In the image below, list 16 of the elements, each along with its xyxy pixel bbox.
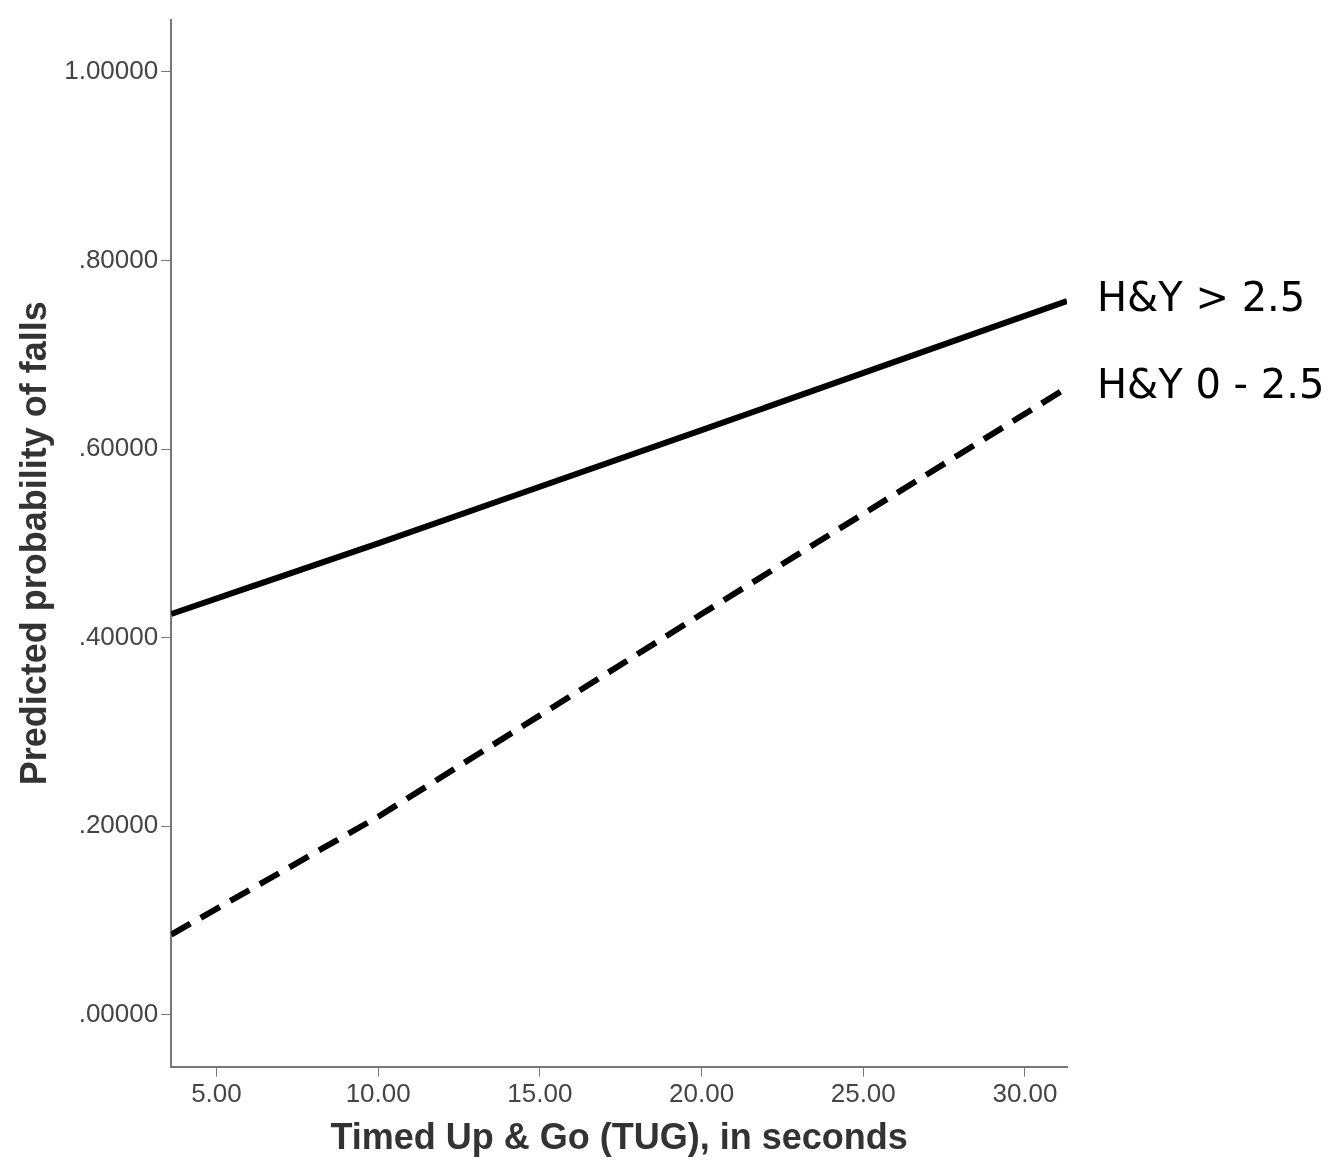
y-tick-label: .20000: [78, 809, 159, 840]
series-label: H&Y 0 - 2.5: [1097, 361, 1325, 408]
y-tick-label: .40000: [78, 620, 159, 651]
y-tick-label: 1.00000: [64, 55, 159, 86]
x-tick-label: 30.00: [992, 1078, 1058, 1109]
y-tick-label: .60000: [78, 432, 159, 463]
y-tick-label: .80000: [78, 243, 159, 274]
y-axis-title: Predicted probability of falls: [12, 301, 54, 786]
y-tick-label: .00000: [78, 997, 159, 1028]
x-tick-label: 25.00: [830, 1078, 896, 1109]
x-axis-title: Timed Up & Go (TUG), in seconds: [330, 1116, 908, 1158]
x-tick-label: 20.00: [669, 1078, 735, 1109]
x-tick-label: 15.00: [507, 1078, 573, 1109]
series-label: H&Y > 2.5: [1097, 274, 1306, 321]
x-tick-label: 10.00: [345, 1078, 411, 1109]
x-tick-label: 5.00: [191, 1078, 242, 1109]
